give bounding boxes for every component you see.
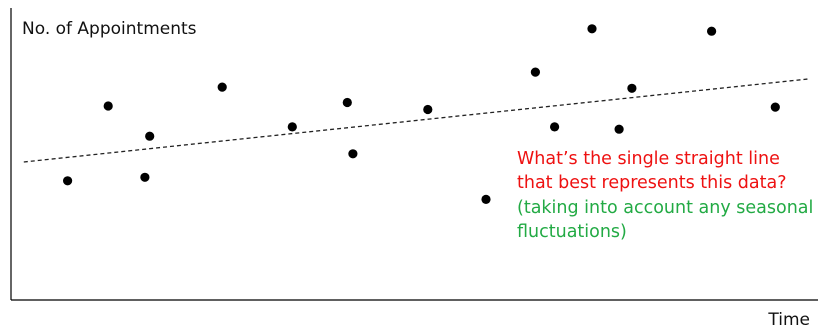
- x-axis-label: Time: [768, 310, 810, 330]
- seasonal-note-line-2: fluctuations): [517, 222, 627, 242]
- data-point-10: [481, 194, 491, 204]
- data-point-4: [145, 131, 155, 141]
- seasonal-note-line-1: (taking into account any seasonal: [517, 198, 814, 218]
- data-point-8: [348, 149, 358, 159]
- data-point-5: [217, 82, 227, 92]
- data-point-7: [342, 97, 352, 108]
- question-line-2: that best represents this data?: [517, 173, 787, 193]
- data-point-14: [614, 124, 624, 134]
- question-line-1: What’s the single straight line: [517, 149, 780, 169]
- data-point-3: [140, 172, 150, 182]
- trend-line: [23, 78, 809, 163]
- data-point-17: [770, 102, 780, 112]
- data-point-1: [63, 176, 73, 186]
- data-points: [63, 24, 780, 204]
- data-point-2: [103, 101, 113, 111]
- data-point-9: [423, 104, 433, 115]
- data-point-16: [707, 26, 717, 36]
- data-point-11: [530, 67, 541, 77]
- data-point-15: [627, 83, 637, 93]
- data-point-6: [287, 122, 297, 132]
- y-axis-label: No. of Appointments: [22, 19, 197, 39]
- data-point-13: [587, 24, 597, 34]
- data-point-12: [550, 122, 560, 132]
